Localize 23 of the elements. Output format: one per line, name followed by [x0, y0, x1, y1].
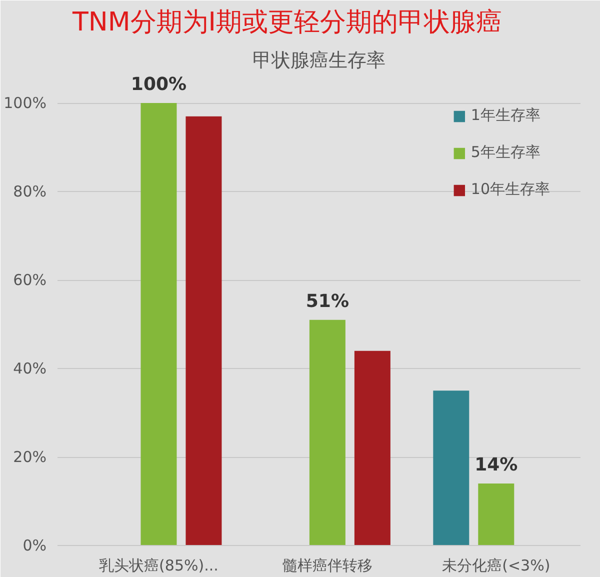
x-tick-label: 乳头状癌(85%)... — [99, 556, 218, 574]
x-tick-label: 髓样癌伴转移 — [282, 556, 372, 574]
chart-title: TNM分期为I期或更轻分期的甲状腺癌 — [72, 8, 502, 38]
y-tick-label: 20% — [13, 448, 47, 466]
y-tick-label: 60% — [13, 271, 47, 290]
bar — [140, 103, 177, 546]
legend-label: 1年生存率 — [470, 106, 540, 125]
y-tick-label: 100% — [4, 94, 47, 112]
bar — [433, 390, 470, 546]
y-tick-label: 40% — [13, 360, 47, 378]
y-tick-label: 0% — [22, 536, 46, 554]
bar — [186, 116, 222, 546]
bar — [478, 484, 514, 546]
bar — [354, 350, 390, 546]
legend-label: 10年生存率 — [470, 180, 550, 199]
chart-subtitle: 甲状腺癌生存率 — [252, 50, 386, 72]
y-tick-label: 80% — [13, 182, 47, 201]
data-label: 51% — [306, 290, 349, 312]
data-label: 100% — [130, 74, 187, 96]
data-label: 14% — [474, 454, 518, 476]
legend-label: 5年生存率 — [470, 143, 540, 162]
bar — [309, 320, 346, 546]
x-tick-label: 未分化癌(<3%) — [442, 556, 550, 574]
